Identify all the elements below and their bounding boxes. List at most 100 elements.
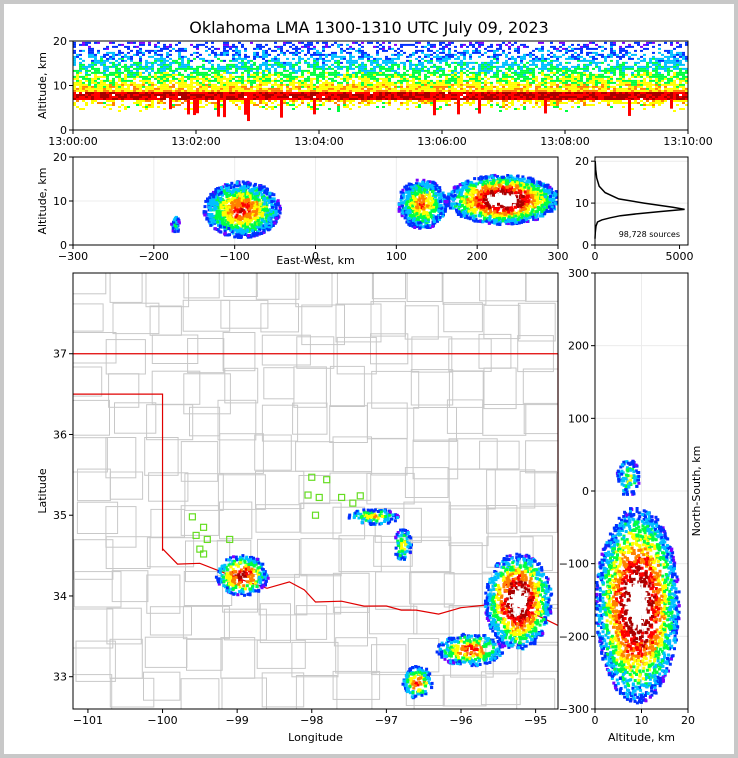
- time-height-source: [103, 73, 106, 76]
- time-height-source: [445, 96, 448, 98]
- time-height-source: [286, 69, 289, 72]
- time-height-source: [421, 100, 424, 102]
- time-height-source: [445, 53, 448, 56]
- time-height-source: [514, 61, 517, 64]
- east-west-cluster-1-source: [217, 223, 220, 227]
- time-height-source: [268, 77, 271, 80]
- time-height-source: [379, 57, 382, 60]
- time-height-source: [343, 49, 346, 52]
- time-height-source: [562, 77, 565, 80]
- time-height-source: [214, 106, 217, 108]
- time-height-source: [115, 89, 118, 92]
- time-height-source: [643, 65, 646, 68]
- time-height-source: [217, 94, 220, 96]
- time-height-source: [421, 69, 424, 72]
- time-height-source: [472, 49, 475, 52]
- time-height-source: [403, 67, 406, 70]
- time-height-source: [82, 63, 85, 66]
- time-height-source: [166, 83, 169, 86]
- time-height-source: [670, 51, 673, 54]
- time-height-source: [232, 96, 235, 98]
- time-height-source: [331, 96, 334, 98]
- time-height-source: [427, 89, 430, 92]
- time-height-source: [316, 57, 319, 60]
- time-height-source: [127, 75, 130, 78]
- time-height-source: [607, 79, 610, 82]
- time-height-source: [379, 81, 382, 84]
- time-height-source: [148, 65, 151, 68]
- time-height-source: [151, 75, 154, 78]
- time-height-source: [586, 69, 589, 72]
- east-west-cluster-1-source: [250, 190, 253, 194]
- time-height-source: [382, 83, 385, 86]
- time-height-source: [358, 89, 361, 92]
- time-height-source: [310, 73, 313, 76]
- time-height-source: [499, 65, 502, 68]
- time-height-source: [367, 104, 370, 106]
- time-height-source: [592, 75, 595, 78]
- time-height-source: [658, 83, 661, 86]
- time-height-source: [496, 98, 499, 100]
- time-height-source: [541, 55, 544, 58]
- time-height-source: [73, 43, 76, 46]
- time-height-source: [124, 77, 127, 80]
- time-height-source: [172, 96, 175, 98]
- time-height-source: [124, 106, 127, 108]
- time-height-source: [106, 104, 109, 106]
- time-height-source: [289, 79, 292, 82]
- time-height-source: [466, 45, 469, 48]
- time-height-source: [475, 81, 478, 84]
- time-height-source: [538, 67, 541, 70]
- time-height-source: [298, 98, 301, 100]
- time-height-source: [622, 96, 625, 98]
- time-height-source: [445, 98, 448, 100]
- time-height-source: [643, 104, 646, 106]
- time-height-source: [364, 85, 367, 88]
- time-height-source: [346, 81, 349, 84]
- time-height-source: [370, 77, 373, 80]
- time-height-source: [142, 96, 145, 98]
- time-height-source: [550, 71, 553, 74]
- time-height-source: [154, 77, 157, 80]
- time-height-source: [319, 96, 322, 98]
- time-height-source: [481, 41, 484, 44]
- time-height-source: [616, 55, 619, 58]
- time-height-source: [415, 89, 418, 92]
- time-height-source: [163, 69, 166, 72]
- time-height-source: [91, 89, 94, 92]
- time-height-source: [169, 69, 172, 72]
- time-height-source: [295, 51, 298, 54]
- time-height-source: [682, 51, 685, 54]
- time-height-source: [385, 102, 388, 104]
- time-height-source: [580, 47, 583, 50]
- time-height-source: [340, 89, 343, 92]
- time-height-source: [148, 106, 151, 108]
- time-height-source: [103, 59, 106, 62]
- time-height-source: [166, 55, 169, 58]
- time-height-source: [499, 79, 502, 82]
- time-height-source: [373, 85, 376, 88]
- time-height-source: [358, 96, 361, 98]
- time-height-source: [250, 96, 253, 98]
- time-height-source: [343, 75, 346, 78]
- time-height-source: [250, 75, 253, 78]
- time-height-source: [169, 65, 172, 68]
- time-height-source: [307, 83, 310, 86]
- time-height-source: [118, 51, 121, 54]
- time-height-source: [664, 75, 667, 78]
- time-height-source: [325, 59, 328, 62]
- time-height-source: [571, 106, 574, 108]
- time-height-source: [163, 89, 166, 92]
- time-height-source: [262, 57, 265, 60]
- time-height-source: [676, 87, 679, 90]
- time-height-source: [634, 69, 637, 72]
- time-height-source: [538, 87, 541, 90]
- time-height-source: [370, 81, 373, 84]
- time-height-source: [682, 108, 685, 110]
- time-height-source: [154, 98, 157, 100]
- time-height-source: [94, 63, 97, 66]
- time-height-source: [169, 96, 172, 98]
- time-height-source: [118, 106, 121, 108]
- time-height-source: [337, 85, 340, 88]
- time-height-source: [265, 65, 268, 68]
